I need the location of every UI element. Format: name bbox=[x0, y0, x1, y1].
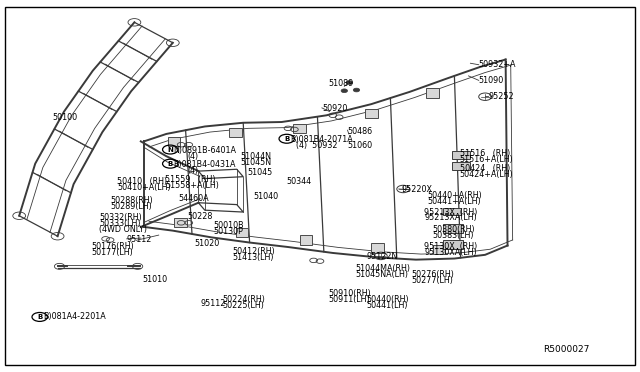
Text: 51044N: 51044N bbox=[240, 152, 271, 161]
Text: R5000027: R5000027 bbox=[543, 345, 589, 354]
Text: 95130XA(LH): 95130XA(LH) bbox=[424, 248, 477, 257]
Text: 95122N: 95122N bbox=[367, 252, 398, 261]
Text: 95213X  (RH): 95213X (RH) bbox=[424, 208, 477, 217]
Text: 95112: 95112 bbox=[200, 299, 226, 308]
Text: (4): (4) bbox=[188, 166, 198, 175]
Text: (4)  50932: (4) 50932 bbox=[296, 141, 338, 150]
Text: 95213XA(LH): 95213XA(LH) bbox=[424, 214, 477, 222]
Text: 51090: 51090 bbox=[479, 76, 504, 85]
Text: (4): (4) bbox=[188, 152, 198, 161]
Text: 50920: 50920 bbox=[322, 104, 348, 113]
Text: 51044MA(RH): 51044MA(RH) bbox=[356, 264, 411, 273]
Text: 50224(RH): 50224(RH) bbox=[223, 295, 266, 304]
FancyBboxPatch shape bbox=[300, 235, 312, 245]
Text: 50288(RH): 50288(RH) bbox=[111, 196, 154, 205]
Text: 51060: 51060 bbox=[348, 141, 372, 150]
Text: 50228: 50228 bbox=[188, 212, 213, 221]
Text: 50932+A: 50932+A bbox=[479, 60, 516, 69]
Text: 50410   (RH): 50410 (RH) bbox=[117, 177, 167, 186]
Text: 51516+A(LH): 51516+A(LH) bbox=[460, 155, 513, 164]
Text: B)081B4-0431A: B)081B4-0431A bbox=[173, 160, 236, 169]
Text: 50383(LH): 50383(LH) bbox=[432, 231, 474, 240]
Text: 50344: 50344 bbox=[287, 177, 312, 186]
Text: B)081A4-2201A: B)081A4-2201A bbox=[44, 312, 106, 321]
Text: 50424   (RH): 50424 (RH) bbox=[460, 164, 510, 173]
Text: 50410+A(LH): 50410+A(LH) bbox=[117, 183, 171, 192]
Text: 50441+A(LH): 50441+A(LH) bbox=[428, 197, 481, 206]
Text: 50100: 50100 bbox=[52, 113, 77, 122]
Bar bbox=[452, 151, 470, 159]
Text: B)081B4-2071A: B)081B4-2071A bbox=[290, 135, 353, 144]
Text: 50333(LH): 50333(LH) bbox=[99, 219, 141, 228]
Text: N: N bbox=[167, 147, 173, 153]
Text: 50424+A(LH): 50424+A(LH) bbox=[460, 170, 513, 179]
Text: 50010B: 50010B bbox=[213, 221, 244, 230]
FancyBboxPatch shape bbox=[174, 218, 187, 227]
Text: 50440+A(RH): 50440+A(RH) bbox=[428, 191, 483, 200]
Text: 51040: 51040 bbox=[253, 192, 278, 201]
Circle shape bbox=[346, 81, 353, 84]
Text: 50130P: 50130P bbox=[213, 227, 243, 236]
Text: 95112: 95112 bbox=[127, 235, 152, 244]
Text: 50225(LH): 50225(LH) bbox=[223, 301, 264, 310]
FancyBboxPatch shape bbox=[365, 109, 378, 118]
Bar bbox=[452, 162, 470, 170]
Text: N)0891B-6401A: N)0891B-6401A bbox=[173, 146, 236, 155]
Text: 50412(RH): 50412(RH) bbox=[232, 247, 275, 256]
FancyBboxPatch shape bbox=[293, 124, 306, 133]
Text: 95130X  (RH): 95130X (RH) bbox=[424, 242, 477, 251]
Circle shape bbox=[341, 89, 348, 93]
Text: 51413(LH): 51413(LH) bbox=[232, 253, 274, 262]
FancyBboxPatch shape bbox=[236, 228, 248, 237]
Text: (4WD ONLY): (4WD ONLY) bbox=[99, 225, 147, 234]
Text: 51558+A(LH): 51558+A(LH) bbox=[165, 181, 219, 190]
FancyBboxPatch shape bbox=[229, 128, 242, 137]
Text: 51045N: 51045N bbox=[240, 158, 271, 167]
Text: 50289(LH): 50289(LH) bbox=[111, 202, 152, 211]
FancyBboxPatch shape bbox=[433, 245, 445, 254]
Text: 50177(LH): 50177(LH) bbox=[92, 248, 133, 257]
Text: 50380(RH): 50380(RH) bbox=[432, 225, 475, 234]
Text: 95220X: 95220X bbox=[402, 185, 433, 194]
Text: B: B bbox=[168, 161, 173, 167]
Text: 51020: 51020 bbox=[194, 239, 219, 248]
Text: 50440(RH): 50440(RH) bbox=[367, 295, 410, 304]
Text: B: B bbox=[284, 136, 289, 142]
Text: 51089: 51089 bbox=[328, 79, 353, 88]
Circle shape bbox=[353, 88, 360, 92]
Text: 50911(LH): 50911(LH) bbox=[328, 295, 370, 304]
Text: 51010: 51010 bbox=[143, 275, 168, 284]
Bar bbox=[443, 208, 461, 215]
Text: 51045NA(LH): 51045NA(LH) bbox=[356, 270, 409, 279]
FancyBboxPatch shape bbox=[426, 88, 439, 97]
Text: 50441(LH): 50441(LH) bbox=[367, 301, 408, 310]
Text: 51045: 51045 bbox=[247, 168, 272, 177]
Text: 50910(RH): 50910(RH) bbox=[328, 289, 371, 298]
Text: 50332(RH): 50332(RH) bbox=[99, 213, 142, 222]
FancyBboxPatch shape bbox=[168, 137, 180, 147]
Text: B: B bbox=[37, 314, 42, 320]
FancyBboxPatch shape bbox=[371, 244, 384, 253]
Text: 50277(LH): 50277(LH) bbox=[412, 276, 453, 285]
Text: 50486: 50486 bbox=[348, 127, 372, 136]
Bar bbox=[443, 240, 463, 249]
Text: 95252: 95252 bbox=[488, 92, 514, 101]
Text: 51516   (RH): 51516 (RH) bbox=[460, 149, 510, 158]
Bar bbox=[443, 224, 463, 233]
Text: 51559   (RH): 51559 (RH) bbox=[165, 175, 216, 184]
Text: 54460A: 54460A bbox=[178, 194, 209, 203]
Text: 50176(RH): 50176(RH) bbox=[92, 242, 134, 251]
Text: 50276(RH): 50276(RH) bbox=[412, 270, 454, 279]
